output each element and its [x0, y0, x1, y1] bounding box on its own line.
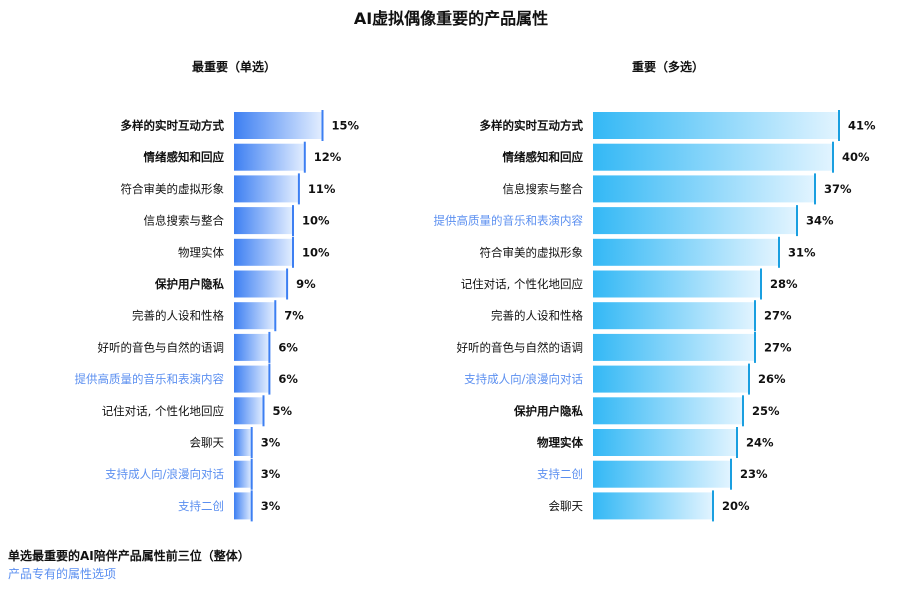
left-bar	[234, 365, 270, 393]
left-bar	[234, 429, 252, 456]
left-bar	[234, 143, 305, 171]
right-bar	[593, 429, 737, 456]
left-value-label: 6%	[278, 340, 298, 354]
left-category-label: 支持二创	[178, 499, 224, 513]
right-category-label: 记住对话, 个性化地回应	[461, 277, 583, 291]
left-bar	[234, 207, 293, 235]
left-value-label: 3%	[261, 436, 281, 450]
right-category-label: 会聊天	[549, 499, 584, 513]
right-value-label: 26%	[758, 372, 786, 386]
left-category-label: 符合审美的虚拟形象	[121, 182, 225, 196]
left-category-label: 记住对话, 个性化地回应	[102, 404, 224, 418]
left-category-label: 多样的实时互动方式	[121, 119, 225, 133]
right-value-label: 20%	[722, 499, 750, 513]
right-bar	[593, 112, 839, 139]
left-category-label: 情绪感知和回应	[143, 150, 225, 164]
right-category-label: 符合审美的虚拟形象	[480, 245, 584, 259]
left-value-label: 12%	[314, 150, 342, 164]
left-category-label: 信息搜索与整合	[144, 214, 225, 228]
left-bar	[234, 333, 270, 361]
left-category-label: 好听的音色与自然的语调	[98, 340, 225, 354]
right-bar	[593, 270, 761, 298]
left-bar	[234, 175, 299, 203]
right-value-label: 27%	[764, 340, 792, 354]
right-bar	[593, 397, 743, 425]
right-category-label: 情绪感知和回应	[502, 150, 584, 164]
left-value-label: 3%	[261, 467, 281, 481]
left-chart-subtitle: 最重要（单选）	[192, 59, 276, 74]
right-value-label: 28%	[770, 277, 798, 291]
right-value-label: 37%	[824, 182, 852, 196]
right-bar	[593, 143, 833, 171]
chart-title: AI虚拟偶像重要的产品属性	[354, 9, 548, 28]
right-category-label: 物理实体	[537, 436, 583, 450]
left-value-label: 7%	[284, 309, 304, 323]
right-category-label: 好听的音色与自然的语调	[457, 340, 584, 354]
left-value-label: 5%	[273, 404, 293, 418]
right-value-label: 27%	[764, 309, 792, 323]
right-bar-chart: 多样的实时互动方式 41% 情绪感知和回应 40% 信息搜索与整合 37% 提供高质量的音乐…	[434, 110, 876, 522]
footnote-exclusive-options: 产品专有的属性选项	[8, 567, 117, 581]
right-value-label: 24%	[746, 436, 774, 450]
left-category-label: 会聊天	[190, 436, 225, 450]
left-value-label: 11%	[308, 182, 336, 196]
right-bar	[593, 175, 815, 203]
left-category-label: 保护用户隐私	[154, 277, 224, 291]
left-bar-chart: 多样的实时互动方式 15% 情绪感知和回应 12% 符合审美的虚拟形象 11% 信息搜索与整…	[75, 110, 360, 522]
right-value-label: 23%	[740, 467, 768, 481]
left-bar	[234, 238, 293, 266]
left-value-label: 6%	[278, 372, 298, 386]
right-bar	[593, 492, 713, 520]
right-category-label: 信息搜索与整合	[503, 182, 584, 196]
right-value-label: 31%	[788, 245, 816, 259]
left-category-label: 支持成人向/浪漫向对话	[105, 467, 224, 481]
left-value-label: 3%	[261, 499, 281, 513]
right-bar	[593, 207, 797, 235]
left-category-label: 完善的人设和性格	[132, 309, 224, 323]
left-value-label: 9%	[296, 277, 316, 291]
right-category-label: 提供高质量的音乐和表演内容	[434, 214, 584, 228]
right-category-label: 支持成人向/浪漫向对话	[464, 372, 583, 386]
right-bar	[593, 333, 755, 361]
right-category-label: 完善的人设和性格	[491, 309, 583, 323]
right-category-label: 保护用户隐私	[513, 404, 583, 418]
left-category-label: 提供高质量的音乐和表演内容	[75, 372, 225, 386]
left-bar	[234, 397, 264, 425]
right-value-label: 40%	[842, 150, 870, 164]
right-bar	[593, 302, 755, 330]
right-bar	[593, 460, 731, 488]
left-bar	[234, 112, 323, 139]
left-category-label: 物理实体	[178, 245, 224, 259]
left-bar	[234, 270, 288, 298]
left-value-label: 15%	[332, 119, 360, 133]
right-value-label: 41%	[848, 119, 876, 133]
right-category-label: 支持二创	[537, 467, 583, 481]
left-bar	[234, 302, 276, 330]
right-bar	[593, 238, 779, 266]
right-category-label: 多样的实时互动方式	[480, 119, 584, 133]
right-chart-subtitle: 重要（多选）	[632, 59, 704, 74]
left-value-label: 10%	[302, 245, 330, 259]
left-value-label: 10%	[302, 214, 330, 228]
right-value-label: 25%	[752, 404, 780, 418]
right-bar	[593, 365, 749, 393]
left-bar	[234, 460, 252, 488]
left-bar	[234, 492, 252, 520]
right-value-label: 34%	[806, 214, 834, 228]
footnote-top3: 单选最重要的AI陪伴产品属性前三位（整体）	[8, 549, 250, 563]
